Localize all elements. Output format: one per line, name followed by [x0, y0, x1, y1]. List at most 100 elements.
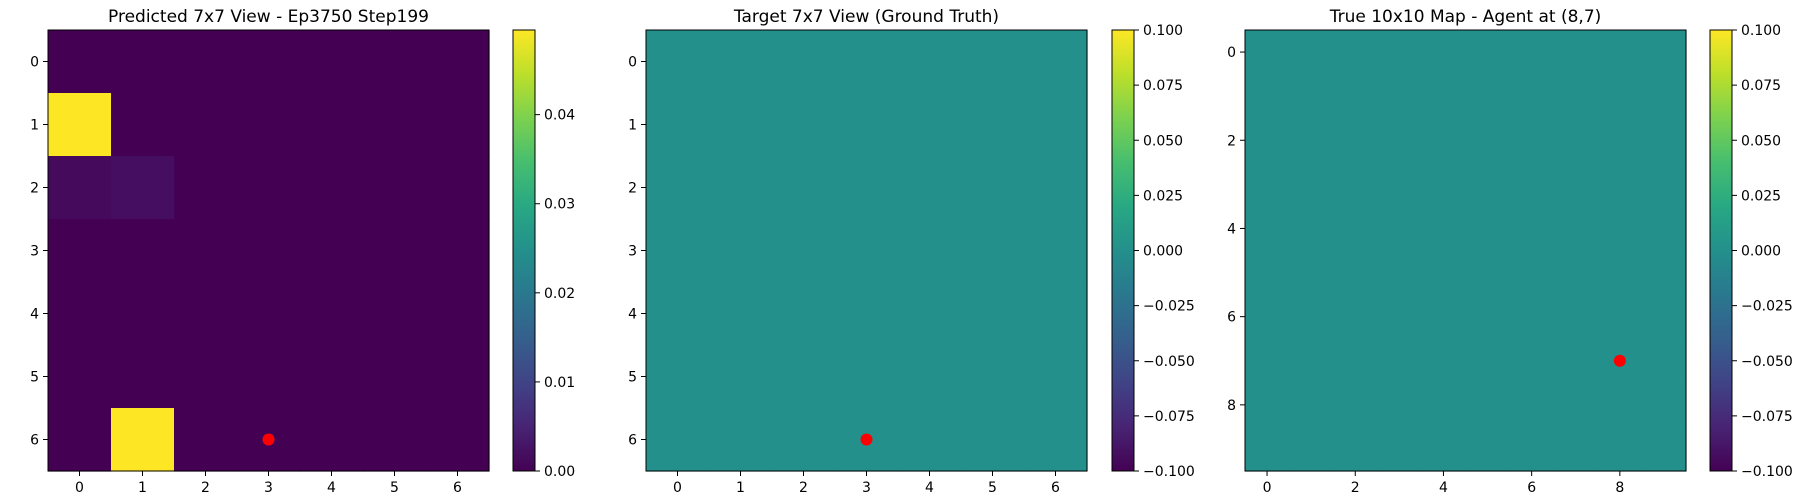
colorbar [1709, 29, 1733, 472]
chart-title: True 10x10 Map - Agent at (8,7) [1329, 7, 1602, 27]
heatmap-cell [237, 93, 301, 157]
heatmap-cell [1509, 206, 1555, 252]
heatmap-cell [1377, 426, 1422, 472]
heatmap-cell [111, 30, 175, 94]
heatmap-cell [1377, 338, 1422, 384]
heatmap-cell [1024, 282, 1088, 346]
heatmap-cell [898, 408, 962, 472]
heatmap-cell [1641, 426, 1687, 472]
y-tick-label: 1 [30, 118, 39, 134]
heatmap-cell [961, 219, 1025, 283]
heatmap-cell [111, 408, 175, 472]
chart-title: Target 7x7 View (Ground Truth) [733, 7, 999, 27]
heatmap-cell [1553, 118, 1599, 163]
x-tick-label: 3 [264, 480, 273, 496]
colorbar [1111, 29, 1135, 472]
heatmap-cell [1289, 426, 1334, 472]
agent-marker [1613, 354, 1626, 367]
heatmap-cell [1465, 74, 1511, 119]
x-tick-label: 0 [673, 480, 682, 496]
heatmap-cell [898, 93, 962, 157]
colorbar-tick-label: −0.050 [1741, 354, 1793, 370]
colorbar-tick-label: −0.100 [1143, 464, 1195, 480]
heatmap-cell [237, 219, 301, 283]
heatmap-cell [898, 156, 962, 220]
x-tick-label: 6 [1051, 480, 1060, 496]
heatmap-cell [709, 282, 773, 346]
heatmap-cell [174, 345, 238, 409]
heatmap-cell [772, 30, 836, 94]
heatmap-cell [1465, 206, 1511, 252]
heatmap-cell [300, 282, 364, 346]
heatmap-cell [426, 282, 490, 346]
heatmap-cell [1553, 426, 1599, 472]
heatmap-cell [300, 408, 364, 472]
heatmap-cell [646, 282, 710, 346]
x-tick-label: 1 [736, 480, 745, 496]
colorbar-tick-label: −0.025 [1741, 299, 1793, 315]
heatmap-cell [646, 156, 710, 220]
heatmap-cell [961, 345, 1025, 409]
heatmap-cell [1641, 206, 1687, 252]
heatmap-cell [1377, 206, 1422, 252]
heatmap-cell [835, 93, 899, 157]
heatmap-cell [1333, 426, 1378, 472]
heatmap-cell [111, 219, 175, 283]
x-tick-label: 6 [1527, 480, 1536, 496]
heatmap-cell [1421, 250, 1467, 296]
heatmap-cell [1553, 30, 1599, 75]
heatmap-cell [174, 282, 238, 346]
heatmap-cell [709, 345, 773, 409]
heatmap-cell [646, 93, 710, 157]
x-tick-label: 0 [75, 480, 84, 496]
colorbar-tick-label: 0.100 [1741, 23, 1781, 39]
heatmap-cell [48, 408, 112, 472]
heatmap-cell [300, 219, 364, 283]
heatmap-cell [1245, 74, 1290, 119]
heatmap-cell [1245, 426, 1290, 472]
heatmap-cell [1024, 93, 1088, 157]
colorbar-tick-label: 0.00 [544, 464, 575, 480]
y-tick-label: 2 [628, 181, 637, 197]
heatmap-cell [1641, 338, 1687, 384]
heatmap-cell [1333, 294, 1378, 340]
heatmap-cell [1509, 426, 1555, 472]
heatmap-cell [1553, 382, 1599, 428]
heatmap-cell [1333, 206, 1378, 252]
heatmap-cell [1377, 382, 1422, 428]
heatmap-cell [1597, 206, 1643, 252]
y-tick-label: 6 [1227, 310, 1236, 326]
chart-title: Predicted 7x7 View - Ep3750 Step199 [108, 7, 429, 27]
heatmap-cell [1509, 30, 1555, 75]
heatmap-cell [1597, 382, 1643, 428]
heatmap-cell [1289, 294, 1334, 340]
heatmap-cell [1597, 250, 1643, 296]
heatmap-cell [1333, 338, 1378, 384]
heatmap-cell [48, 282, 112, 346]
y-tick-label: 0 [1227, 45, 1236, 61]
heatmap-cell [426, 156, 490, 220]
heatmap-cell [1245, 30, 1290, 75]
axes-frame [1244, 29, 1687, 472]
x-tick-label: 6 [453, 480, 462, 496]
heatmap-cell [709, 219, 773, 283]
heatmap-cell [1421, 118, 1467, 163]
heatmap-cell [1245, 250, 1290, 296]
y-tick-label: 0 [628, 55, 637, 71]
heatmap-cell [1553, 74, 1599, 119]
y-tick-label: 2 [1227, 133, 1236, 149]
heatmap-cell [898, 282, 962, 346]
y-tick-label: 1 [628, 118, 637, 134]
heatmap-cell [898, 30, 962, 94]
heatmap-cell [1377, 30, 1422, 75]
heatmap-cell [237, 30, 301, 94]
heatmap-cell [709, 408, 773, 472]
true-map-panel: True 10x10 Map - Agent at (8,7) 0 2 4 6 8 0 2 4 6… [1227, 7, 1793, 496]
heatmap-cell [709, 93, 773, 157]
heatmap-cell [898, 345, 962, 409]
x-tick-label: 2 [799, 480, 808, 496]
heatmap-cell [426, 93, 490, 157]
heatmap-cell [48, 345, 112, 409]
heatmap-cell [835, 219, 899, 283]
heatmap-cell [1245, 206, 1290, 252]
